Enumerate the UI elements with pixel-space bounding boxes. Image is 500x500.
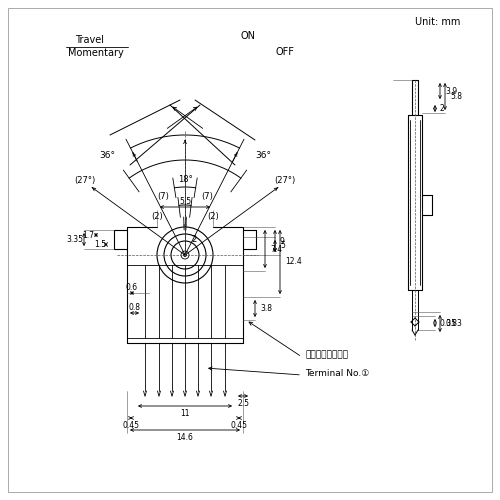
Text: 18°: 18° — [178, 176, 192, 184]
Text: 0.45: 0.45 — [230, 420, 248, 430]
Text: ON: ON — [240, 31, 256, 41]
Text: OFF: OFF — [276, 47, 294, 57]
Text: 0.45: 0.45 — [122, 420, 140, 430]
Text: (27°): (27°) — [274, 176, 295, 184]
Text: 0.6: 0.6 — [126, 284, 138, 292]
Text: (7): (7) — [201, 192, 213, 202]
Text: 3.9: 3.9 — [445, 86, 457, 96]
Text: Unit: mm: Unit: mm — [414, 17, 460, 27]
Text: Travel: Travel — [75, 35, 104, 45]
Text: Terminal No.①: Terminal No.① — [305, 368, 370, 378]
Text: 2.5: 2.5 — [237, 398, 249, 407]
Text: 5.8: 5.8 — [450, 92, 462, 101]
Text: 3.35: 3.35 — [66, 235, 83, 244]
Text: 1.5: 1.5 — [94, 240, 106, 249]
Text: Momentary: Momentary — [68, 48, 124, 58]
Text: 5: 5 — [280, 242, 285, 250]
Text: 9: 9 — [280, 236, 285, 246]
Text: 5.5: 5.5 — [179, 198, 191, 206]
Text: 3.8: 3.8 — [260, 304, 272, 313]
Text: (27°): (27°) — [74, 176, 96, 184]
Circle shape — [184, 254, 186, 256]
Text: (2): (2) — [207, 212, 219, 222]
Text: 0.83: 0.83 — [445, 319, 462, 328]
Text: 14.6: 14.6 — [176, 432, 194, 442]
Text: 0.8: 0.8 — [128, 304, 140, 312]
Text: 36°: 36° — [255, 150, 271, 160]
Text: 7.4: 7.4 — [270, 244, 282, 254]
Text: 12.4: 12.4 — [285, 258, 302, 266]
Text: 36°: 36° — [99, 150, 115, 160]
Text: 11: 11 — [180, 408, 190, 418]
Text: (2): (2) — [151, 212, 163, 222]
Text: 印刷电路板安裃面: 印刷电路板安裃面 — [305, 350, 348, 360]
Text: 2: 2 — [192, 234, 196, 244]
Text: 0.35: 0.35 — [440, 318, 457, 328]
Text: 1.7: 1.7 — [82, 230, 94, 239]
Text: 2: 2 — [440, 104, 445, 113]
Text: (7): (7) — [157, 192, 169, 202]
